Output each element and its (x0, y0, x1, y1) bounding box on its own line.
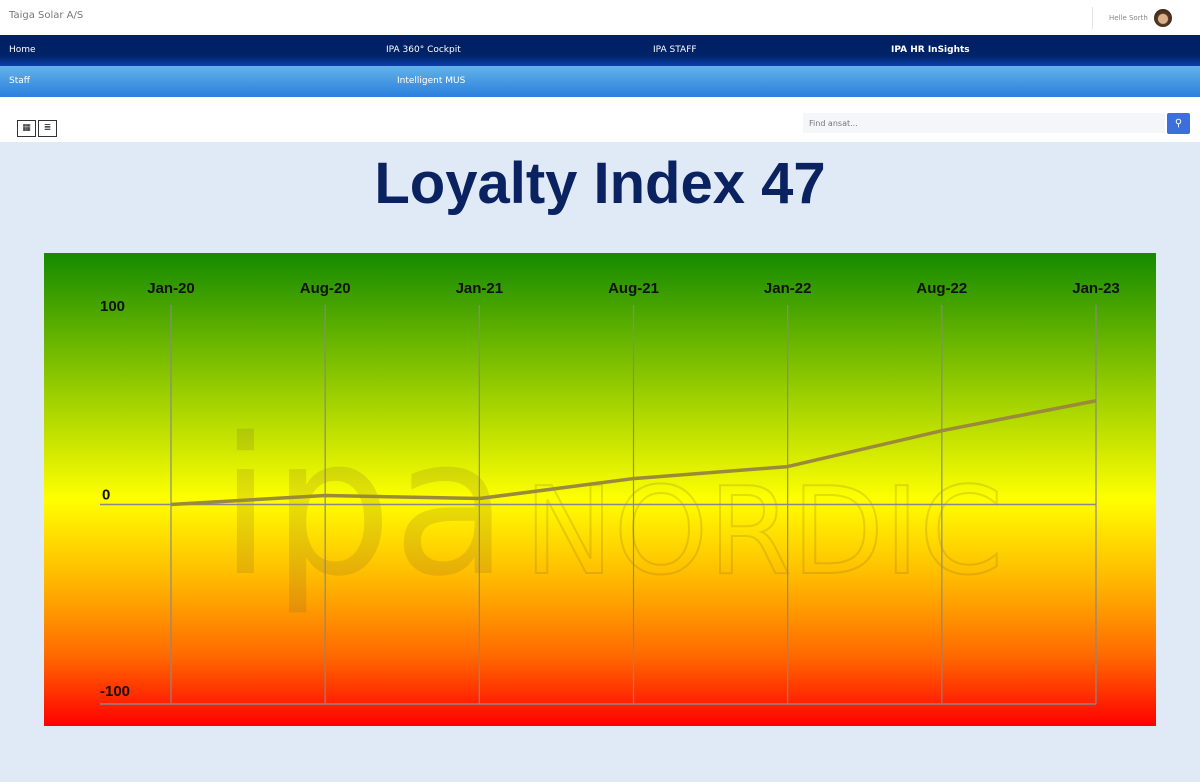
search-input[interactable] (803, 113, 1165, 133)
nav-intelligent-mus[interactable]: Intelligent MUS (397, 76, 466, 86)
nav-cockpit[interactable]: IPA 360° Cockpit (386, 45, 461, 55)
search-button[interactable]: ⚲ (1167, 113, 1190, 134)
nav-home[interactable]: Home (9, 45, 36, 55)
x-tick-label: Jan-22 (764, 280, 812, 297)
nav-staff[interactable]: Staff (9, 76, 30, 86)
list-view-button[interactable]: ≣ (38, 120, 57, 137)
y-tick-label: 100 (100, 298, 125, 315)
x-tick-label: Jan-21 (456, 280, 504, 297)
watermark-ipa: ipa (219, 397, 509, 618)
top-bar: Taiga Solar A/S Helle Sorth (0, 0, 1200, 35)
avatar[interactable] (1153, 9, 1172, 27)
watermark-nordic: NORDIC (524, 463, 1003, 602)
primary-nav: Home IPA 360° Cockpit IPA STAFF IPA HR I… (0, 35, 1200, 66)
secondary-nav: Staff Intelligent MUS (0, 66, 1200, 97)
company-name: Taiga Solar A/S (9, 10, 84, 21)
y-tick-label: 0 (102, 487, 110, 504)
nav-hr-insights[interactable]: IPA HR InSights (891, 45, 970, 55)
grid-view-button[interactable]: ▦ (17, 120, 36, 137)
list-icon: ≣ (43, 123, 52, 133)
x-tick-label: Aug-22 (916, 280, 967, 297)
user-menu[interactable]: Helle Sorth (1092, 7, 1172, 29)
nav-ipa-staff[interactable]: IPA STAFF (653, 45, 697, 55)
y-tick-label: -100 (100, 683, 130, 700)
chart-svg: ipa NORDIC Jan-20 Aug-20 Jan-21 Aug-21 Jan-22 A… (100, 280, 1120, 705)
x-tick-label: Jan-20 (147, 280, 195, 297)
x-tick-label: Aug-20 (300, 280, 351, 297)
user-name[interactable]: Helle Sorth (1109, 14, 1148, 22)
toolbar: ▦ ≣ ⚲ (0, 97, 1200, 142)
search-icon: ⚲ (1174, 118, 1183, 129)
page-title: Loyalty Index 47 (374, 151, 826, 216)
grid-icon: ▦ (22, 123, 31, 133)
x-tick-label: Aug-21 (608, 280, 659, 297)
loyalty-chart: ipa NORDIC Jan-20 Aug-20 Jan-21 Aug-21 Jan-22 A… (44, 253, 1156, 726)
x-tick-label: Jan-23 (1072, 280, 1120, 297)
